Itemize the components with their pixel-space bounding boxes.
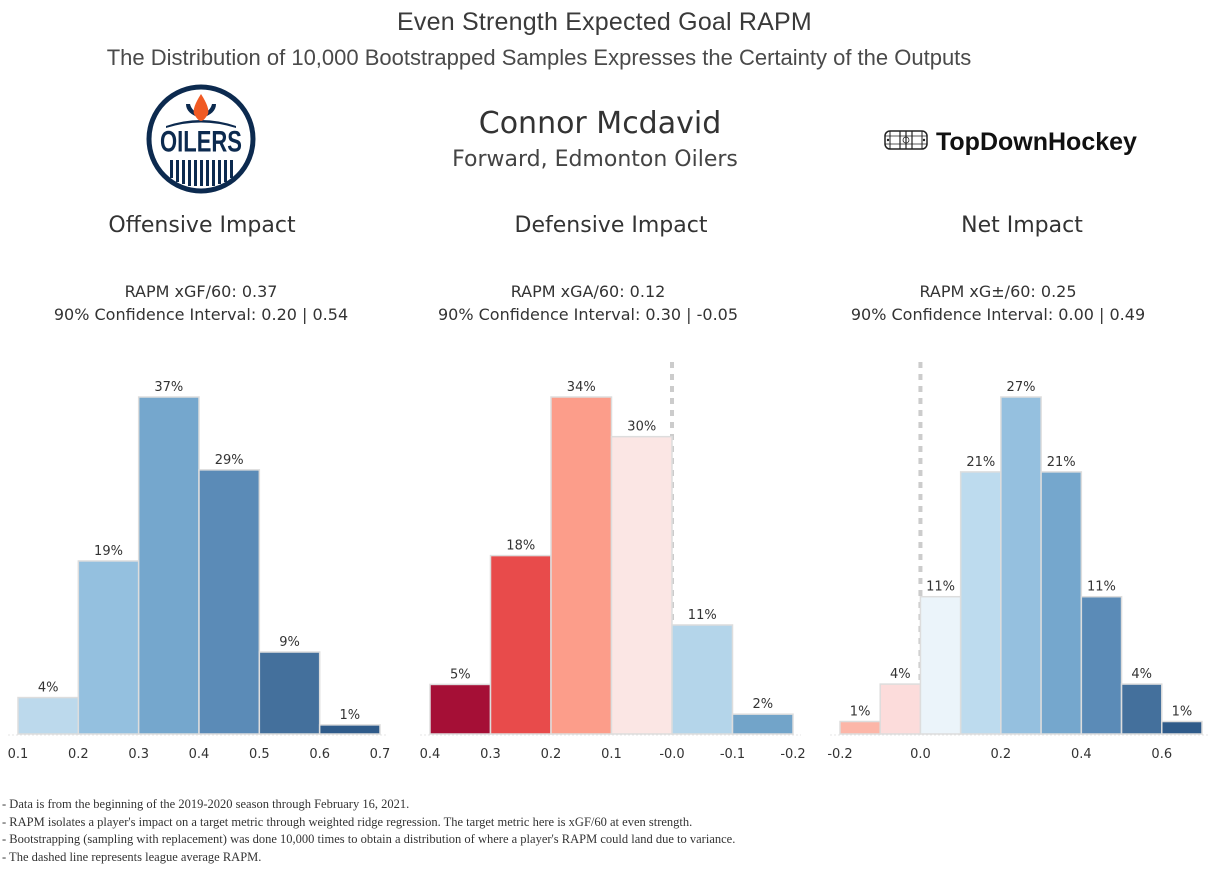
defensive-bar: [429, 683, 492, 735]
net-confidence-interval: 90% Confidence Interval: 0.00 | 0.49: [850, 305, 1146, 324]
net-bar: [1040, 471, 1083, 735]
net-bar-label: 11%: [1087, 580, 1116, 595]
offensive-bar-label: 9%: [279, 635, 300, 650]
offensive-histogram: 4% 19% 37% 29% 9% 1% 0.1 0.2 0.3 0.4 0.5 0.6 0.7: [8, 380, 391, 762]
offensive-x-tick-label: 0.5: [249, 747, 270, 762]
defensive-bar: [610, 435, 673, 735]
defensive-bar-label: 18%: [506, 539, 535, 554]
defensive-histogram: 5% 18% 34% 30% 11% 2% 0.4 0.3 0.2 0.1 -0.0 -0.1 -0.2: [420, 362, 806, 762]
net-bar: [1000, 396, 1042, 735]
offensive-bar-label: 19%: [94, 544, 123, 559]
net-bar: [879, 683, 922, 735]
offensive-bar: [77, 560, 140, 735]
footnote: - The dashed line represents league aver…: [2, 849, 262, 864]
defensive-bar-label: 11%: [688, 608, 717, 623]
net-x-tick-label: 0.4: [1071, 747, 1092, 762]
net-bar-label: 1%: [850, 705, 871, 720]
net-bar-label: 4%: [1131, 667, 1152, 682]
oilers-logo-text: OILERS: [160, 124, 242, 158]
net-bar: [1080, 595, 1123, 735]
defensive-bar: [731, 713, 794, 735]
brand-logo: TopDownHockey: [884, 126, 1137, 158]
net-impact-title: Net Impact: [961, 213, 1083, 238]
offensive-x-tick-label: 0.2: [68, 747, 89, 762]
defensive-impact-title: Defensive Impact: [514, 213, 708, 238]
player-position-team: Forward, Edmonton Oilers: [452, 147, 738, 172]
net-bar-label: 11%: [926, 580, 955, 595]
defensive-bar: [489, 554, 552, 735]
net-rapm-value: RAPM xG±/60: 0.25: [919, 282, 1077, 301]
offensive-x-tick-label: 0.7: [370, 747, 391, 762]
offensive-bar: [258, 651, 321, 735]
defensive-bar-label: 5%: [450, 667, 471, 682]
defensive-x-tick-label: -0.1: [720, 747, 745, 762]
defensive-confidence-interval: 90% Confidence Interval: 0.30 | -0.05: [437, 305, 739, 324]
offensive-confidence-interval: 90% Confidence Interval: 0.20 | 0.54: [53, 305, 349, 324]
offensive-x-tick-label: 0.1: [8, 747, 29, 762]
footnote: - Data is from the beginning of the 2019…: [2, 797, 410, 811]
chart-subtitle: The Distribution of 10,000 Bootstrapped …: [106, 45, 972, 70]
offensive-bar: [137, 396, 200, 735]
offensive-bar: [318, 724, 381, 735]
offensive-x-tick-label: 0.6: [309, 747, 330, 762]
net-bar: [919, 595, 962, 735]
net-bar: [959, 471, 1002, 735]
offensive-bar-label: 1%: [340, 708, 361, 723]
hockey-rink-icon: [884, 130, 928, 154]
offensive-bar: [17, 696, 80, 735]
defensive-rapm-value: RAPM xGA/60: 0.12: [510, 282, 666, 301]
net-bar: [1120, 683, 1163, 735]
defensive-bar-label: 34%: [567, 380, 596, 395]
net-bar-label: 4%: [890, 667, 911, 682]
oilers-logo-icon: OILERS: [146, 84, 256, 194]
offensive-bar-label: 37%: [154, 380, 183, 395]
defensive-x-tick-label: 0.3: [480, 747, 501, 762]
footnote: - Bootstrapping (sampling with replaceme…: [2, 832, 736, 846]
defensive-bar-label: 30%: [627, 420, 656, 435]
net-x-tick-label: -0.2: [827, 747, 852, 762]
defensive-x-tick-label: -0.2: [780, 747, 805, 762]
net-x-tick-label: 0.2: [991, 747, 1012, 762]
defensive-x-tick-label: 0.2: [541, 747, 562, 762]
net-bar-label: 1%: [1172, 705, 1193, 720]
defensive-bar: [550, 396, 613, 735]
offensive-x-tick-label: 0.3: [128, 747, 149, 762]
defensive-x-tick-label: 0.4: [420, 747, 441, 762]
brand-name: TopDownHockey: [936, 127, 1137, 156]
net-bar-label: 21%: [966, 455, 995, 470]
footnote: - RAPM isolates a player's impact on a t…: [2, 814, 693, 829]
defensive-x-tick-label: 0.1: [601, 747, 622, 762]
net-bar: [839, 720, 881, 735]
histogram-charts: 4% 19% 37% 29% 9% 1% 0.1 0.2 0.3 0.4 0.5 0.6 0.7 5% 18…: [8, 362, 1209, 762]
defensive-x-tick-label: -0.0: [659, 747, 684, 762]
footnotes: - Data is from the beginning of the 2019…: [2, 796, 735, 866]
defensive-bar: [671, 624, 734, 735]
offensive-rapm-value: RAPM xGF/60: 0.37: [124, 282, 278, 301]
net-histogram: 1% 4% 11% 21% 27% 21% 11% 4% 1% -0.2 0.0 0.2 0.4 0.6: [827, 362, 1209, 762]
player-name: Connor Mcdavid: [478, 106, 722, 141]
net-x-tick-label: 0.0: [910, 747, 931, 762]
offensive-x-tick-label: 0.4: [189, 747, 210, 762]
offensive-bar: [198, 469, 261, 735]
defensive-bar-label: 2%: [752, 697, 773, 712]
net-bar: [1161, 720, 1203, 735]
offensive-bar-label: 4%: [38, 681, 59, 696]
net-x-tick-label: 0.6: [1151, 747, 1172, 762]
chart-title: Even Strength Expected Goal RAPM: [397, 8, 812, 36]
offensive-bar-label: 29%: [215, 453, 244, 468]
net-bar-label: 27%: [1007, 380, 1036, 395]
net-bar-label: 21%: [1047, 455, 1076, 470]
offensive-impact-title: Offensive Impact: [108, 213, 296, 238]
